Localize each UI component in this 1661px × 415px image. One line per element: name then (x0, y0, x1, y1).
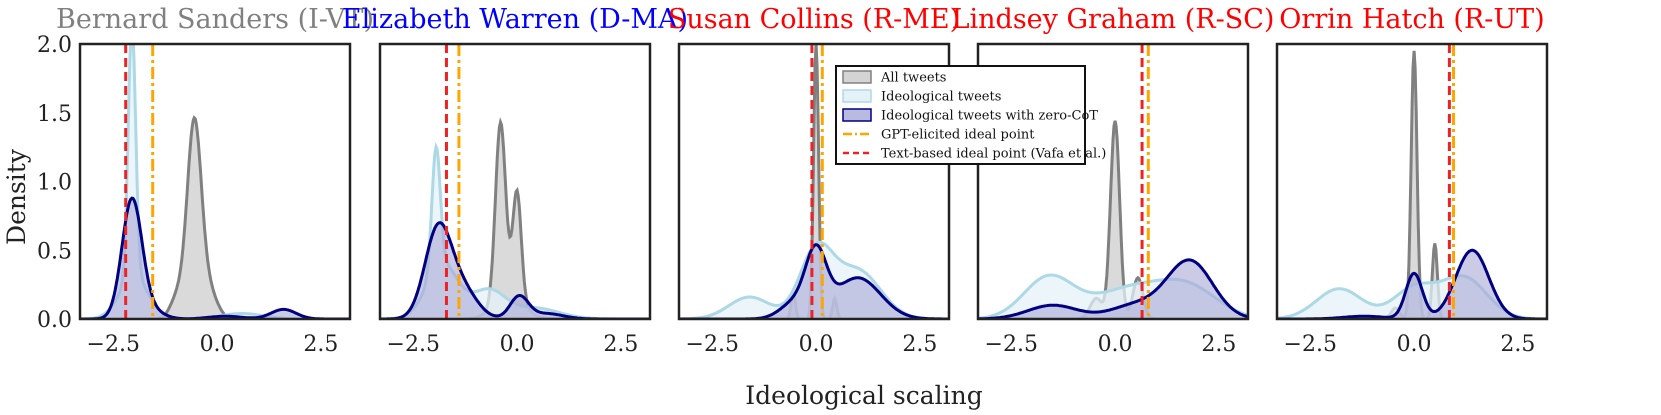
zero-cot-tweets-density-line (978, 258, 1248, 319)
panel-2: Elizabeth Warren (D-MA) −2.5 0.0 2.5 (342, 4, 688, 357)
x-tick-label: 2.5 (1201, 332, 1236, 357)
legend-label-zero: Ideological tweets with zero-CoT (881, 109, 1098, 124)
x-tick-label: −2.5 (985, 332, 1038, 357)
zero-cot-tweets-density-area (80, 198, 350, 319)
panel-frame (677, 42, 951, 321)
x-axis-label: Ideological scaling (745, 381, 982, 410)
x-tick-label: −2.5 (686, 332, 739, 357)
plot-area (978, 44, 1248, 319)
all-tweets-density-line (679, 44, 949, 319)
all-tweets-density-area (380, 122, 650, 319)
all-tweets-density-line (380, 117, 650, 319)
zero-cot-tweets-density-area (679, 244, 949, 319)
x-tick-label: 2.5 (1500, 332, 1535, 357)
x-tick-label: 0.0 (500, 332, 535, 357)
panel-title: Susan Collins (R-ME) (668, 4, 960, 35)
x-tick-label: 2.5 (603, 332, 638, 357)
plot-area (80, 44, 350, 319)
y-tick-label: 1.5 (37, 102, 72, 127)
legend-label-gpt: GPT-elicited ideal point (881, 128, 1035, 143)
panel-4: Lindsey Graham (R-SC) −2.5 0.0 2.5 (952, 4, 1275, 357)
panel-3: Susan Collins (R-ME) −2.5 0.0 2.5 (668, 4, 960, 357)
panel-title: Elizabeth Warren (D-MA) (342, 4, 688, 35)
legend-swatch-all-tweets (842, 70, 872, 84)
zero-cot-tweets-density-line (679, 243, 949, 319)
panel-frame (78, 42, 352, 321)
panel-5: Orrin Hatch (R-UT) −2.5 0.0 2.5 (1275, 4, 1549, 357)
x-tick-label: 2.5 (902, 332, 937, 357)
all-tweets-density-line (1277, 50, 1547, 319)
x-tick-label: −2.5 (1284, 332, 1337, 357)
y-tick-label: 1.0 (37, 171, 72, 196)
ideological-tweets-density-area (80, 44, 350, 319)
legend-frame (835, 65, 1086, 165)
legend-swatch-ideological (842, 89, 872, 103)
panel-title: Lindsey Graham (R-SC) (952, 4, 1275, 35)
legend-label-all: All tweets (880, 71, 946, 86)
all-tweets-density-line (978, 120, 1248, 319)
y-axis-label: Density (2, 148, 31, 245)
zero-cot-tweets-density-area (978, 259, 1248, 319)
y-tick-label: 0.5 (37, 239, 72, 264)
plot-area (679, 44, 949, 319)
legend-label-text: Text-based ideal point (Vafa et al.) (881, 147, 1106, 162)
x-tick-label: −2.5 (387, 332, 440, 357)
y-tick-label: 2.0 (37, 33, 72, 58)
x-tick-label: 0.0 (200, 332, 235, 357)
zero-cot-tweets-density-area (1277, 250, 1547, 319)
all-tweets-density-area (978, 120, 1248, 319)
panel-title: Orrin Hatch (R-UT) (1279, 4, 1544, 35)
plot-area (1277, 44, 1547, 319)
panel-1: Bernard Sanders (I-VT) −2.5 0.0 2.5 0.0 0.5 1.… (37, 4, 374, 357)
panel-frame (976, 42, 1250, 321)
all-tweets-density-line (80, 115, 350, 319)
legend-swatch-zero-cot (842, 108, 872, 122)
zero-cot-tweets-density-line (80, 196, 350, 319)
x-tick-label: 2.5 (303, 332, 338, 357)
zero-cot-tweets-density-line (380, 221, 650, 319)
x-tick-label: 0.0 (1397, 332, 1432, 357)
panel-frame (378, 42, 652, 321)
panel-title: Bernard Sanders (I-VT) (56, 4, 374, 35)
legend-label-ideo: Ideological tweets (881, 90, 1001, 105)
legend: All tweets Ideological tweets Ideological … (835, 65, 1106, 165)
panels-layer: Bernard Sanders (I-VT) −2.5 0.0 2.5 0.0 0.5 1.… (37, 4, 1549, 357)
y-tick-label: 0.0 (37, 308, 72, 333)
x-tick-label: −2.5 (87, 332, 140, 357)
panel-frame (1275, 42, 1549, 321)
x-tick-label: 0.0 (799, 332, 834, 357)
plot-area (380, 44, 650, 319)
x-tick-label: 0.0 (1098, 332, 1133, 357)
